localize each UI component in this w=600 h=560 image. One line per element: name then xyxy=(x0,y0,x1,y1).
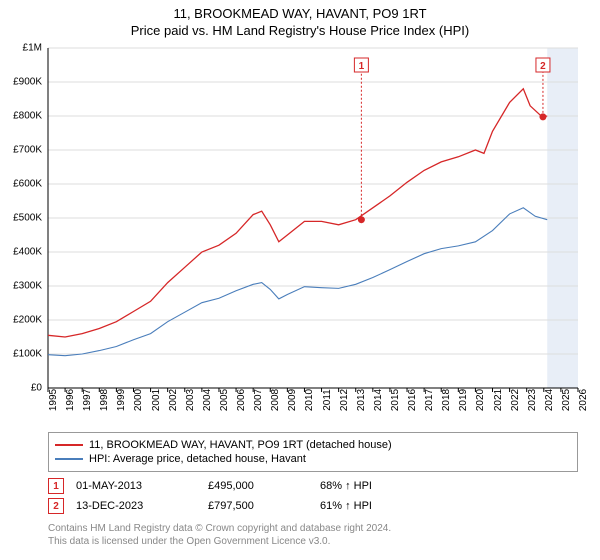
xtick-label: 2001 xyxy=(151,389,162,411)
ytick-label: £0 xyxy=(2,383,42,394)
xtick-label: 2009 xyxy=(287,389,298,411)
xtick-label: 2002 xyxy=(168,389,179,411)
xtick-label: 2010 xyxy=(304,389,315,411)
xtick-label: 2012 xyxy=(339,389,350,411)
sale-row: 1 01-MAY-2013 £495,000 68% ↑ HPI xyxy=(48,476,578,496)
legend: 11, BROOKMEAD WAY, HAVANT, PO9 1RT (deta… xyxy=(48,432,578,472)
legend-swatch xyxy=(55,458,83,460)
svg-text:1: 1 xyxy=(359,61,365,72)
xtick-label: 2004 xyxy=(202,389,213,411)
xtick-label: 1995 xyxy=(48,389,59,411)
xtick-label: 1997 xyxy=(82,389,93,411)
legend-swatch xyxy=(55,444,83,446)
ytick-label: £700K xyxy=(2,145,42,156)
footer-line-1: Contains HM Land Registry data © Crown c… xyxy=(48,522,391,535)
ytick-label: £900K xyxy=(2,77,42,88)
svg-text:2: 2 xyxy=(540,61,546,72)
xtick-label: 1999 xyxy=(116,389,127,411)
xtick-label: 2007 xyxy=(253,389,264,411)
footer-line-2: This data is licensed under the Open Gov… xyxy=(48,535,391,548)
legend-row: HPI: Average price, detached house, Hava… xyxy=(55,453,571,465)
xtick-label: 2022 xyxy=(510,389,521,411)
sales-table: 1 01-MAY-2013 £495,000 68% ↑ HPI 2 13-DEC-202… xyxy=(48,476,578,516)
ytick-label: £800K xyxy=(2,111,42,122)
legend-label: HPI: Average price, detached house, Hava… xyxy=(89,453,306,465)
xtick-label: 2005 xyxy=(219,389,230,411)
sale-marker-icon: 1 xyxy=(48,478,64,494)
sale-marker-icon: 2 xyxy=(48,498,64,514)
xtick-label: 2011 xyxy=(322,389,333,411)
sale-delta: 61% ↑ HPI xyxy=(320,500,440,512)
ytick-label: £1M xyxy=(2,43,42,54)
ytick-label: £500K xyxy=(2,213,42,224)
footer-text: Contains HM Land Registry data © Crown c… xyxy=(48,522,391,548)
xtick-label: 2014 xyxy=(373,389,384,411)
sale-date: 01-MAY-2013 xyxy=(76,480,196,492)
xtick-label: 2016 xyxy=(407,389,418,411)
xtick-label: 2000 xyxy=(133,389,144,411)
xtick-label: 2021 xyxy=(493,389,504,411)
xtick-label: 2025 xyxy=(561,389,572,411)
legend-label: 11, BROOKMEAD WAY, HAVANT, PO9 1RT (deta… xyxy=(89,439,392,451)
xtick-label: 2023 xyxy=(527,389,538,411)
ytick-label: £200K xyxy=(2,315,42,326)
xtick-label: 2020 xyxy=(475,389,486,411)
sale-row: 2 13-DEC-2023 £797,500 61% ↑ HPI xyxy=(48,496,578,516)
ytick-label: £300K xyxy=(2,281,42,292)
xtick-label: 2026 xyxy=(578,389,589,411)
sale-price: £495,000 xyxy=(208,480,308,492)
xtick-label: 2015 xyxy=(390,389,401,411)
legend-row: 11, BROOKMEAD WAY, HAVANT, PO9 1RT (deta… xyxy=(55,439,571,451)
xtick-label: 1996 xyxy=(65,389,76,411)
xtick-label: 1998 xyxy=(99,389,110,411)
ytick-label: £600K xyxy=(2,179,42,190)
sale-delta: 68% ↑ HPI xyxy=(320,480,440,492)
ytick-label: £400K xyxy=(2,247,42,258)
sale-price: £797,500 xyxy=(208,500,308,512)
sale-date: 13-DEC-2023 xyxy=(76,500,196,512)
xtick-label: 2008 xyxy=(270,389,281,411)
price-chart: 12 xyxy=(0,0,600,410)
ytick-label: £100K xyxy=(2,349,42,360)
xtick-label: 2024 xyxy=(544,389,555,411)
xtick-label: 2019 xyxy=(458,389,469,411)
xtick-label: 2006 xyxy=(236,389,247,411)
xtick-label: 2017 xyxy=(424,389,435,411)
xtick-label: 2013 xyxy=(356,389,367,411)
xtick-label: 2003 xyxy=(185,389,196,411)
xtick-label: 2018 xyxy=(441,389,452,411)
